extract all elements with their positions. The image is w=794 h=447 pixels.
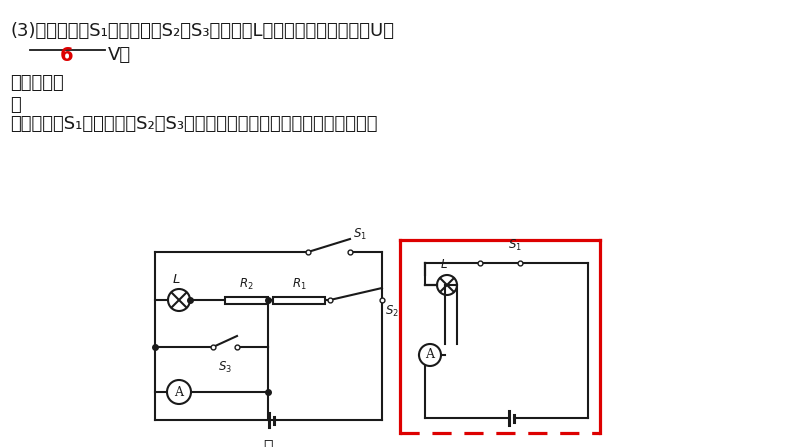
Text: 乙: 乙 <box>495 445 505 447</box>
Text: $R_2$: $R_2$ <box>239 277 254 292</box>
Text: A: A <box>175 385 183 398</box>
Text: 【思路引导: 【思路引导 <box>10 74 64 92</box>
Text: 》: 》 <box>10 96 21 114</box>
Text: L: L <box>441 258 447 271</box>
Text: 当闭合开关S₁，断开开关S₂和S₃时，在图乙虚线框内画出其简化电路图；: 当闭合开关S₁，断开开关S₂和S₃时，在图乙虚线框内画出其简化电路图； <box>10 115 377 133</box>
Text: $R_1$: $R_1$ <box>291 277 306 292</box>
Bar <box>225 296 268 304</box>
Text: V；: V； <box>108 46 131 64</box>
Circle shape <box>167 380 191 404</box>
Circle shape <box>419 344 441 366</box>
Text: L: L <box>172 273 179 286</box>
Text: $S_2$: $S_2$ <box>385 304 399 319</box>
Text: 6: 6 <box>60 46 74 65</box>
Text: $S_3$: $S_3$ <box>218 360 232 375</box>
Text: (3)当闭合开关S₁，断开开关S₂和S₃时，灯泡L正常发光，则电源电压U为: (3)当闭合开关S₁，断开开关S₂和S₃时，灯泡L正常发光，则电源电压U为 <box>10 22 394 40</box>
Text: $S_1$: $S_1$ <box>508 238 522 253</box>
Text: 甲: 甲 <box>264 438 273 447</box>
Bar <box>273 296 325 304</box>
Text: A: A <box>426 349 434 362</box>
Text: $S_1$: $S_1$ <box>353 227 367 242</box>
